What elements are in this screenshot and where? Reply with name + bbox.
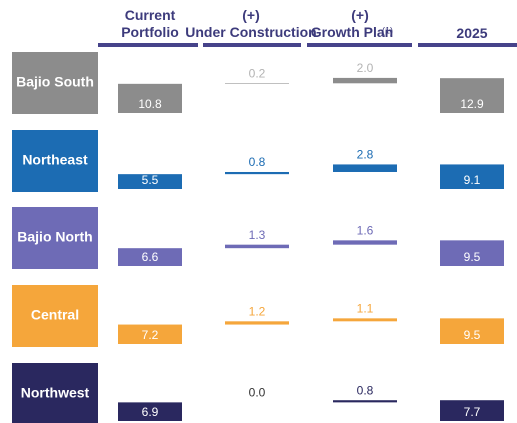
- value-label: 1.1: [357, 302, 374, 316]
- bar: [118, 402, 182, 421]
- header-underline: [307, 43, 412, 47]
- bar: [118, 174, 182, 189]
- value-label: 0.8: [249, 155, 266, 169]
- row-label-box: [12, 285, 98, 347]
- row-label: Central: [31, 307, 79, 323]
- row-label-box: [12, 130, 98, 192]
- row-label: Bajio South: [16, 74, 94, 90]
- bar: [225, 83, 289, 84]
- value-label: 7.7: [464, 405, 481, 419]
- value-label: 2.8: [357, 148, 374, 162]
- column-header: Current Portfolio: [121, 7, 179, 40]
- value-label: 10.8: [138, 97, 162, 111]
- header-underline: [203, 43, 301, 47]
- bar: [333, 318, 397, 322]
- header-underline: [98, 43, 198, 47]
- row-label: Northwest: [21, 385, 90, 401]
- bar: [440, 318, 504, 344]
- column-header: 2025: [456, 25, 487, 41]
- bar: [440, 164, 504, 189]
- footnote-marker: (1): [382, 25, 393, 35]
- bar: [333, 400, 397, 403]
- value-label: 9.5: [464, 250, 481, 264]
- value-label: 9.5: [464, 328, 481, 342]
- bar: [118, 248, 182, 266]
- value-label: 1.6: [357, 224, 374, 238]
- value-label: 12.9: [460, 97, 484, 111]
- bar: [118, 83, 182, 113]
- value-label: 2.0: [357, 61, 374, 75]
- bar: [225, 321, 289, 325]
- value-label: 0.0: [249, 386, 266, 400]
- column-header: (+) Growth Plan: [311, 7, 393, 40]
- value-label: 1.2: [249, 304, 266, 318]
- value-label: 0.8: [357, 383, 374, 397]
- bar: [440, 400, 504, 421]
- value-label: 6.9: [142, 405, 159, 419]
- bar: [225, 171, 289, 175]
- column-header: (+) Under Construction: [185, 7, 316, 40]
- row-label-box: [12, 363, 98, 423]
- value-label: 7.2: [142, 328, 159, 342]
- value-label: 6.6: [142, 250, 159, 264]
- bar: [333, 77, 397, 84]
- header-underline: [418, 43, 517, 47]
- row-label-box: [12, 52, 98, 114]
- value-label: 5.5: [142, 173, 159, 187]
- bar: [440, 240, 504, 266]
- row-label: Northeast: [22, 152, 88, 168]
- bar: [118, 324, 182, 344]
- value-label: 0.2: [249, 66, 266, 80]
- bar: [440, 78, 504, 113]
- value-label: 9.1: [464, 173, 481, 187]
- row-label-box: [12, 207, 98, 269]
- row-label: Bajio North: [17, 229, 92, 245]
- bar: [333, 164, 397, 172]
- bar: [225, 244, 289, 249]
- bar: [333, 240, 397, 245]
- value-label: 1.3: [249, 228, 266, 242]
